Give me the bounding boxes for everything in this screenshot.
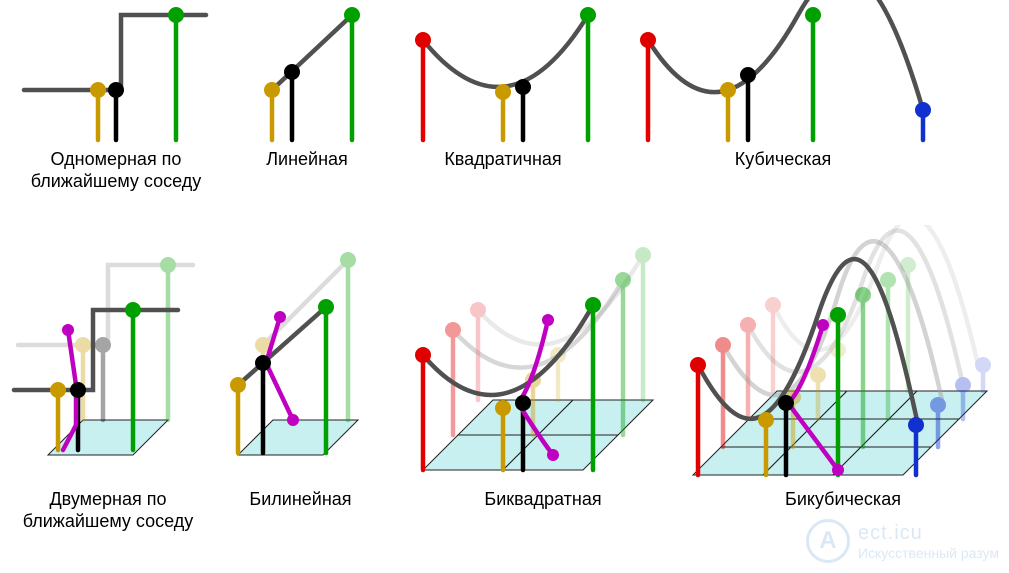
panel-biquad-2d: Биквадратная xyxy=(398,225,688,511)
panel-quad-1d: Квадратичная xyxy=(398,0,608,171)
caption-nearest-2d: Двумерная по ближайшему соседу xyxy=(8,489,208,532)
panel-nearest-1d: Одномерная по ближайшему соседу xyxy=(16,0,216,192)
nearest-2d-svg xyxy=(8,225,208,485)
caption-cubic-1d: Кубическая xyxy=(628,149,938,171)
bilinear-2d-svg xyxy=(208,225,393,485)
panel-cubic-1d: Кубическая xyxy=(628,0,938,171)
linear-1d-svg xyxy=(232,0,382,145)
caption-bilinear-2d: Билинейная xyxy=(208,489,393,511)
panel-bilinear-2d: Билинейная xyxy=(208,225,393,511)
quad-1d-svg xyxy=(398,0,608,145)
cubic-1d-svg xyxy=(628,0,938,145)
watermark-line2: Искусственный разум xyxy=(858,545,999,561)
caption-bicubic-2d: Бикубическая xyxy=(678,489,1008,511)
biquad-2d-svg xyxy=(398,225,688,485)
watermark-logo-icon: A xyxy=(806,519,850,563)
panel-bicubic-2d: Бикубическая xyxy=(678,225,1008,511)
bicubic-2d-svg xyxy=(678,225,1008,485)
watermark: A ect.icu Искусственный разум xyxy=(806,519,999,563)
caption-linear-1d: Линейная xyxy=(232,149,382,171)
panel-nearest-2d: Двумерная по ближайшему соседу xyxy=(8,225,208,532)
caption-biquad-2d: Биквадратная xyxy=(398,489,688,511)
watermark-line1: ect.icu xyxy=(858,522,999,545)
caption-quad-1d: Квадратичная xyxy=(398,149,608,171)
panel-linear-1d: Линейная xyxy=(232,0,382,171)
nearest-1d-svg xyxy=(16,0,216,145)
caption-nearest-1d: Одномерная по ближайшему соседу xyxy=(16,149,216,192)
